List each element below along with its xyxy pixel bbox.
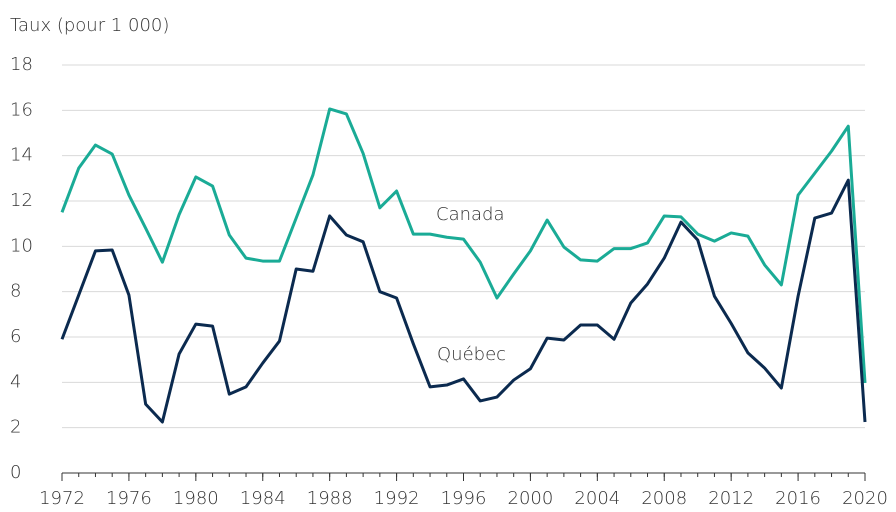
x-tick-label: 1984 — [240, 488, 286, 509]
y-tick-label: 8 — [10, 281, 21, 302]
series-label: Québec — [437, 344, 506, 365]
x-tick-label: 1996 — [441, 488, 487, 509]
y-tick-label: 12 — [10, 190, 33, 211]
y-tick-label: 16 — [10, 99, 33, 120]
x-tick-label: 1976 — [106, 488, 152, 509]
y-tick-label: 2 — [10, 417, 21, 438]
x-tick-label: 2000 — [508, 488, 554, 509]
x-tick-label: 2012 — [708, 488, 754, 509]
y-tick-label: 10 — [10, 235, 33, 256]
x-tick-label: 2020 — [842, 488, 888, 509]
y-tick-label: 0 — [10, 462, 21, 483]
y-tick-label: 14 — [10, 145, 33, 166]
x-tick-label: 1988 — [307, 488, 353, 509]
y-tick-label: 4 — [10, 371, 21, 392]
line-series — [60, 107, 867, 384]
x-tick-label: 2016 — [775, 488, 821, 509]
line-series — [60, 178, 867, 424]
x-tick-label: 2008 — [641, 488, 687, 509]
x-tick-label: 1992 — [374, 488, 420, 509]
x-tick-label: 2004 — [574, 488, 620, 509]
y-axis-label: Taux (pour 1 000) — [10, 15, 169, 36]
y-tick-label: 18 — [10, 54, 33, 75]
x-tick-label: 1972 — [39, 488, 85, 509]
series-label: Canada — [436, 204, 505, 225]
y-tick-label: 6 — [10, 326, 21, 347]
x-tick-label: 1980 — [173, 488, 219, 509]
